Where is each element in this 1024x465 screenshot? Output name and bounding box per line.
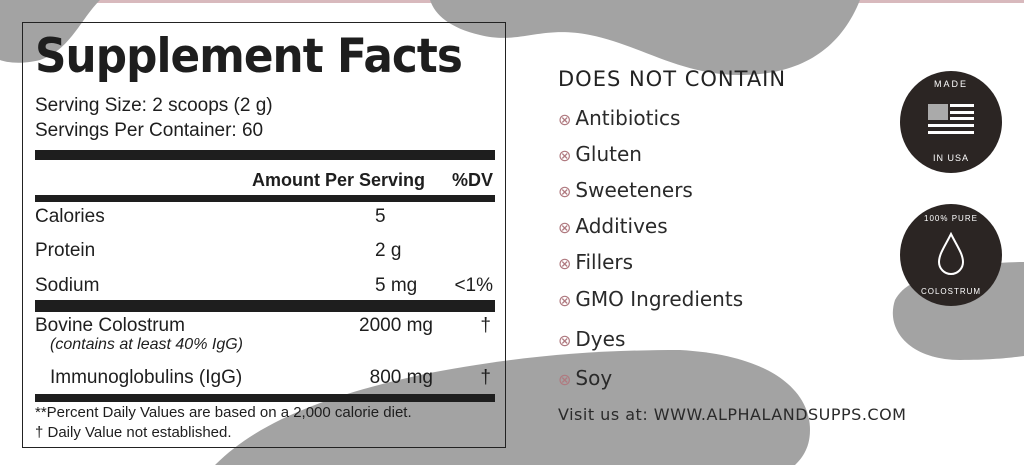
footnote: **Percent Daily Values are based on a 2,… bbox=[35, 404, 412, 421]
pure-colostrum-badge: 100% PURE COLOSTRUM bbox=[900, 204, 1002, 306]
us-flag-icon bbox=[928, 104, 974, 134]
circle-x-icon: ⊗ bbox=[558, 146, 572, 165]
amount-header: Amount Per Serving bbox=[251, 170, 425, 190]
divider bbox=[35, 394, 495, 402]
list-item: ⊗ GMO Ingredients bbox=[558, 287, 744, 311]
nutrient-dv: † bbox=[480, 315, 491, 336]
nutrient-amount: 2 g bbox=[375, 240, 402, 261]
circle-x-icon: ⊗ bbox=[558, 218, 572, 237]
circle-x-icon: ⊗ bbox=[558, 331, 572, 350]
list-item: ⊗ Sweeteners bbox=[558, 178, 693, 202]
list-item: ⊗ Soy bbox=[558, 366, 613, 390]
droplet-icon bbox=[937, 232, 965, 275]
made-in-usa-badge: MADE IN USA bbox=[900, 71, 1002, 173]
website-link[interactable]: Visit us at: WWW.ALPHALANDSUPPS.COM bbox=[558, 405, 907, 424]
circle-x-icon: ⊗ bbox=[558, 110, 572, 129]
nutrient-name: Bovine Colostrum bbox=[35, 315, 185, 336]
nutrient-amount: 5 bbox=[375, 206, 386, 227]
footnote: † Daily Value not established. bbox=[35, 424, 232, 441]
nutrient-name: Immunoglobulins (IgG) bbox=[50, 367, 243, 388]
circle-x-icon: ⊗ bbox=[558, 182, 572, 201]
blob bbox=[215, 350, 810, 465]
nutrient-note: (contains at least 40% IgG) bbox=[50, 336, 243, 353]
blob bbox=[0, 0, 100, 63]
circle-x-icon: ⊗ bbox=[558, 370, 572, 389]
nutrient-amount: 5 mg bbox=[375, 275, 418, 296]
nutrient-name: Sodium bbox=[35, 275, 100, 296]
nutrient-name: Calories bbox=[35, 206, 105, 227]
list-item: ⊗ Gluten bbox=[558, 142, 642, 166]
does-not-contain-heading: DOES NOT CONTAIN bbox=[558, 67, 787, 91]
nutrient-amount: 800 mg bbox=[369, 367, 433, 388]
supplement-facts-panel: Supplement Facts Serving Size: 2 scoops … bbox=[22, 22, 506, 448]
list-item: ⊗ Fillers bbox=[558, 250, 634, 274]
nutrient-name: Protein bbox=[35, 240, 96, 261]
divider bbox=[35, 300, 495, 312]
divider bbox=[35, 150, 495, 160]
circle-x-icon: ⊗ bbox=[558, 291, 572, 310]
facts-title: Supplement Facts bbox=[35, 29, 463, 84]
circle-x-icon: ⊗ bbox=[558, 254, 572, 273]
nutrient-dv: † bbox=[480, 367, 491, 388]
blob bbox=[430, 0, 860, 75]
dv-header: %DV bbox=[451, 170, 493, 190]
list-item: ⊗ Dyes bbox=[558, 327, 626, 351]
nutrient-amount: 2000 mg bbox=[359, 315, 433, 336]
servings-per-container: Servings Per Container: 60 bbox=[35, 120, 264, 141]
serving-size: Serving Size: 2 scoops (2 g) bbox=[35, 95, 273, 116]
nutrient-dv: <1% bbox=[454, 275, 493, 296]
list-item: ⊗ Antibiotics bbox=[558, 106, 681, 130]
divider bbox=[35, 195, 495, 202]
list-item: ⊗ Additives bbox=[558, 214, 668, 238]
